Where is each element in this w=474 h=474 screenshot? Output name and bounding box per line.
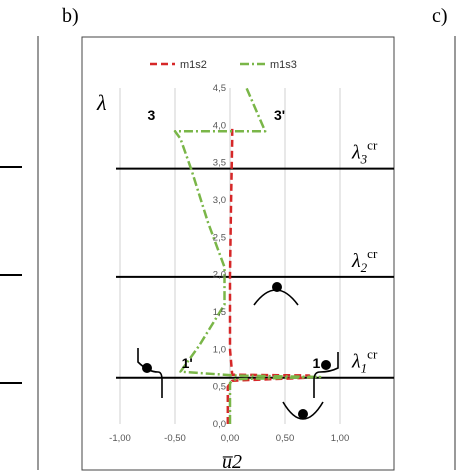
legend-label-m1s3: m1s3 <box>270 59 297 71</box>
mode-shape-icon-left <box>137 348 163 398</box>
y-tick-label: 2,5 <box>213 232 226 243</box>
series-line-m1s2 <box>226 125 311 424</box>
x-tick-label: -0,50 <box>164 433 186 444</box>
critical-lines <box>116 167 394 379</box>
x-tick-label: 0,00 <box>221 433 240 444</box>
series-layer <box>173 87 322 424</box>
annotation-label: 3 <box>148 107 156 123</box>
x-tick-label: 0,50 <box>276 433 295 444</box>
x-axis-label: u̅2 <box>222 451 242 473</box>
vertical-gridlines <box>119 88 341 424</box>
y-tick-label: 4,0 <box>213 120 226 131</box>
y-axis-label: λ <box>96 90 107 115</box>
legend-label-m1s2: m1s2 <box>180 59 207 71</box>
mode-shape-icon-upper <box>253 282 299 306</box>
series-line-m1s3 <box>173 87 322 424</box>
point-annotations: 3 3' 1' 1 <box>148 107 321 371</box>
critical-line-labels: λ1cr λ2cr λ3cr <box>351 138 378 376</box>
x-tick-label: -1,00 <box>109 433 131 444</box>
x-tick-labels: -1,00 -0,50 0,00 0,50 1,00 <box>109 433 349 444</box>
y-tick-label: 0,5 <box>213 382 226 393</box>
annotation-label: 1' <box>182 355 193 371</box>
critical-label-1: λ1cr <box>351 347 378 376</box>
x-tick-label: 1,00 <box>331 433 350 444</box>
mode-shape-icon-lower <box>282 401 324 420</box>
left-panel-fragment <box>0 36 39 470</box>
y-tick-label: 3,5 <box>213 158 226 169</box>
panel-label-b: b) <box>62 5 79 27</box>
y-tick-label: 4,5 <box>213 83 226 94</box>
critical-label-3: λ3cr <box>351 138 378 167</box>
mode-shape-icon-right <box>313 352 339 398</box>
y-tick-label: 3,0 <box>213 195 226 206</box>
y-tick-labels: 0,0 0,5 1,0 1,5 2,0 2,5 3,0 3,5 4,0 4,5 <box>213 83 226 430</box>
critical-label-2: λ2cr <box>351 246 378 275</box>
panel-label-c: c) <box>432 5 448 27</box>
legend: m1s2 m1s3 <box>150 59 297 71</box>
annotation-label: 3' <box>274 107 285 123</box>
chart-frame <box>81 36 395 471</box>
y-tick-label: 2,0 <box>213 270 226 281</box>
y-tick-label: 0,0 <box>213 419 226 430</box>
y-tick-label: 1,5 <box>213 307 226 318</box>
annotation-label: 1 <box>313 355 321 371</box>
y-tick-label: 1,0 <box>213 344 226 355</box>
